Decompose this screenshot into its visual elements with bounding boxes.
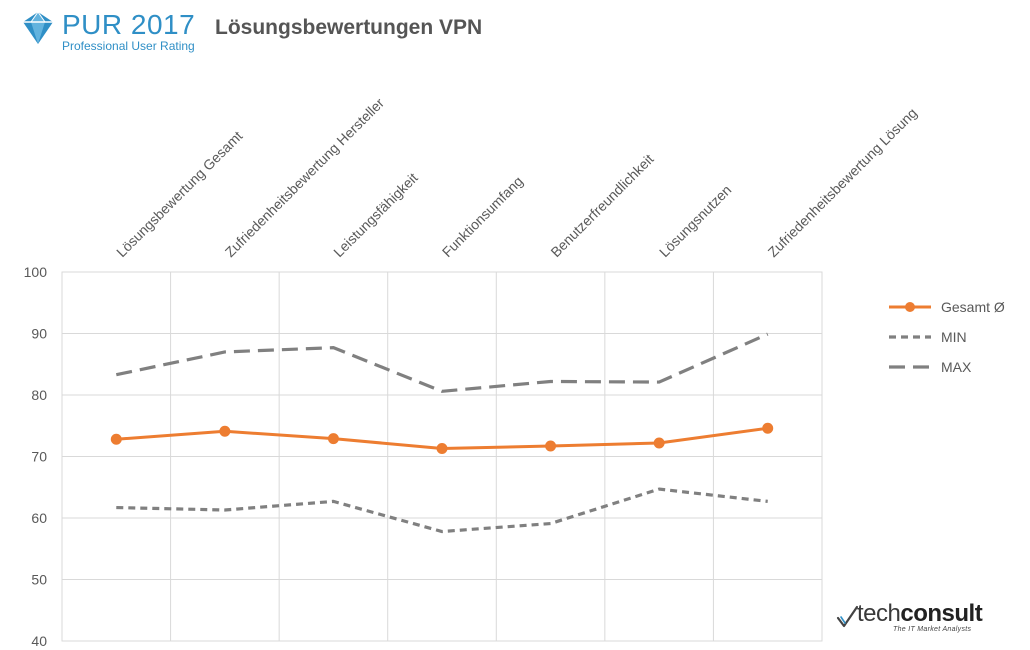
techconsult-tagline: The IT Market Analysts [893, 626, 972, 633]
data-point-gesamt [110, 433, 122, 445]
y-tick-label: 50 [31, 572, 47, 588]
x-tick-label: Zufriedenheitsbewertung Lösung [765, 105, 921, 261]
logo-text: PUR 2017 Professional User Rating [62, 9, 196, 53]
logo-main-text: PUR 2017 [62, 9, 196, 40]
x-tick-label: Funktionsumfang [439, 173, 526, 260]
chart-series [110, 332, 774, 534]
y-tick-label: 40 [31, 633, 47, 649]
x-tick-label: Lösungsbewertung Gesamt [113, 128, 245, 260]
logo-sub-text: Professional User Rating [62, 39, 195, 53]
legend-marker-gesamt [905, 302, 915, 312]
chart-grid [61, 271, 823, 642]
brand-prefix: tech [857, 600, 901, 627]
legend-label-min: MIN [941, 329, 967, 345]
checkmark-icon [836, 605, 859, 628]
techconsult-brand: techconsult [857, 600, 983, 628]
chart-legend: Gesamt Ø MIN MAX [889, 299, 1005, 375]
data-point-gesamt [219, 425, 231, 437]
y-tick-label: 100 [24, 264, 48, 280]
y-tick-label: 70 [31, 449, 47, 465]
y-tick-label: 80 [31, 387, 47, 403]
y-axis-ticks: 100 90 80 70 60 50 40 [24, 264, 48, 649]
brand-suffix: consult [900, 600, 983, 627]
data-point-gesamt [436, 443, 448, 455]
y-tick-label: 60 [31, 510, 47, 526]
data-point-gesamt [327, 433, 339, 445]
x-tick-label: Lösungsnutzen [656, 182, 734, 260]
data-point-gesamt [762, 422, 774, 434]
x-axis-labels: Lösungsbewertung Gesamt Zufriedenheitsbew… [113, 94, 920, 260]
data-point-gesamt [545, 440, 557, 452]
x-tick-label: Benutzerfreundlichkeit [547, 151, 656, 260]
techconsult-logo: techconsult The IT Market Analysts [835, 600, 1005, 636]
y-tick-label: 90 [31, 326, 47, 342]
data-point-gesamt [653, 437, 665, 449]
pur-logo: PUR 2017 Professional User Rating [20, 10, 200, 52]
series-line-max [115, 332, 769, 393]
legend-label-max: MAX [941, 359, 972, 375]
series-line-min [116, 487, 768, 534]
legend-label-gesamt: Gesamt Ø [941, 299, 1005, 315]
diamond-icon [23, 11, 53, 44]
x-tick-label: Leistungsfähigkeit [330, 169, 421, 260]
page-title: Lösungsbewertungen VPN [215, 16, 483, 39]
